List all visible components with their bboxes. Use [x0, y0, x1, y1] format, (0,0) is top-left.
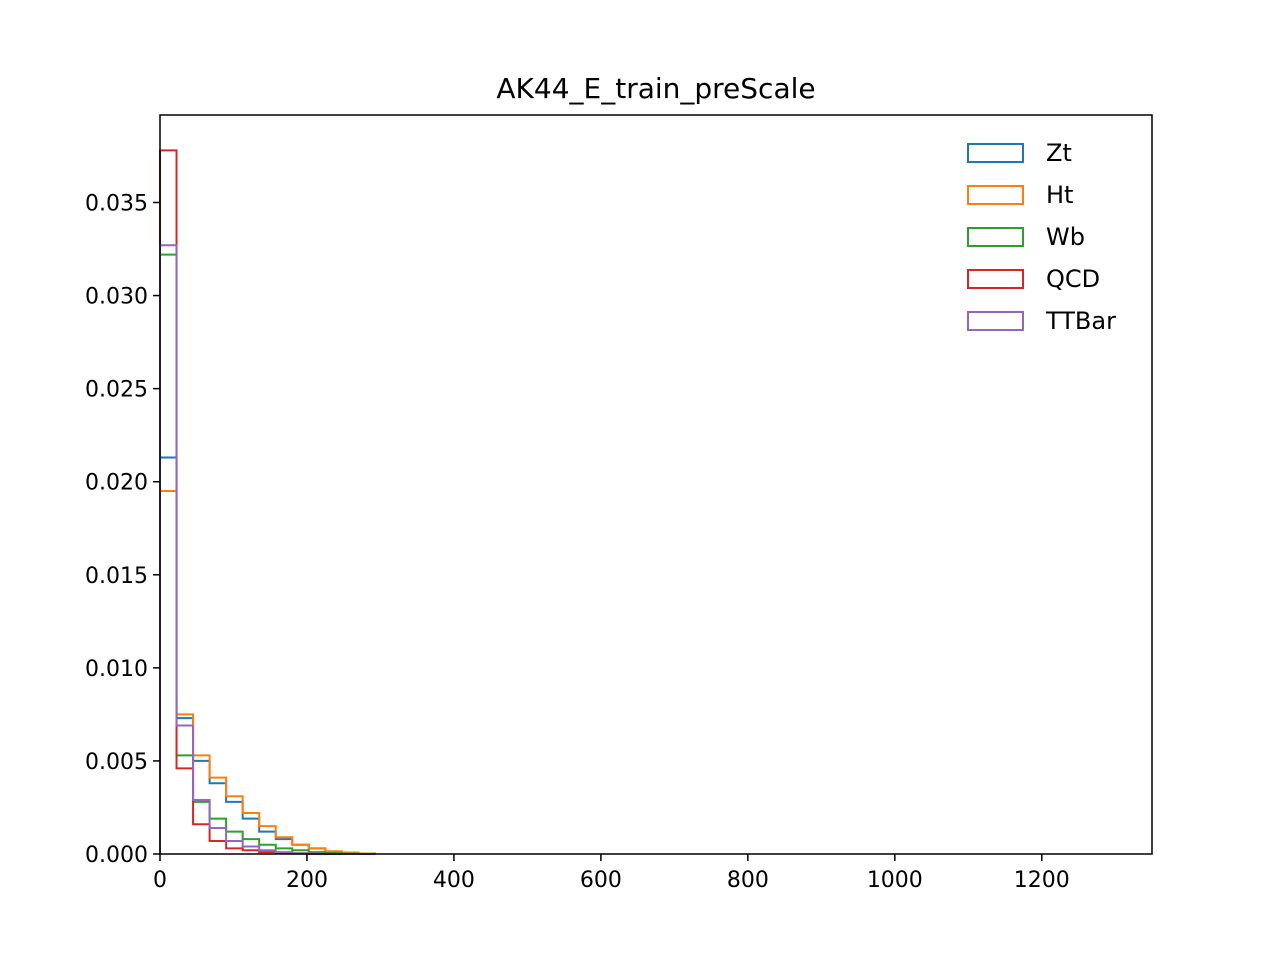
- plot-area: [159, 149, 376, 855]
- x-tick-label: 800: [727, 868, 769, 893]
- y-tick-label: 0.030: [85, 285, 148, 310]
- y-tick-label: 0.035: [85, 191, 148, 216]
- y-tick-label: 0.005: [85, 750, 148, 775]
- y-tick-label: 0.025: [85, 378, 148, 403]
- legend-label-zt: Zt: [1046, 139, 1072, 167]
- legend-label-wb: Wb: [1046, 223, 1085, 251]
- legend: Zt Ht Wb QCD TTBar: [967, 139, 1116, 335]
- legend-label-qcd: QCD: [1046, 265, 1100, 293]
- y-tick-label: 0.010: [85, 657, 148, 682]
- legend-label-ht: Ht: [1046, 181, 1073, 209]
- x-tick-label: 1200: [1014, 868, 1070, 893]
- legend-swatch-ht: [967, 185, 1024, 205]
- chart-title: AK44_E_train_preScale: [496, 72, 815, 105]
- plot-frame: [159, 114, 1153, 855]
- x-tick-label: 1000: [867, 868, 923, 893]
- x-tick-label: 400: [433, 868, 475, 893]
- legend-swatch-zt: [967, 143, 1024, 163]
- x-tick-label: 200: [286, 868, 328, 893]
- series-ttbar-step: [159, 244, 375, 855]
- y-tick-label: 0.015: [85, 564, 148, 589]
- x-tick-label: 0: [153, 868, 167, 893]
- legend-swatch-qcd: [967, 269, 1024, 289]
- legend-swatch-wb: [967, 227, 1024, 247]
- legend-label-ttbar: TTBar: [1045, 307, 1116, 335]
- legend-swatch-ttbar: [967, 311, 1024, 331]
- x-tick-label: 600: [580, 868, 622, 893]
- y-tick-label: 0.020: [85, 471, 148, 496]
- axes: 0 200 400 600 800 1000 1200 0.000 0.005 0.010 0.01…: [85, 114, 1153, 893]
- y-tick-label: 0.000: [85, 843, 148, 868]
